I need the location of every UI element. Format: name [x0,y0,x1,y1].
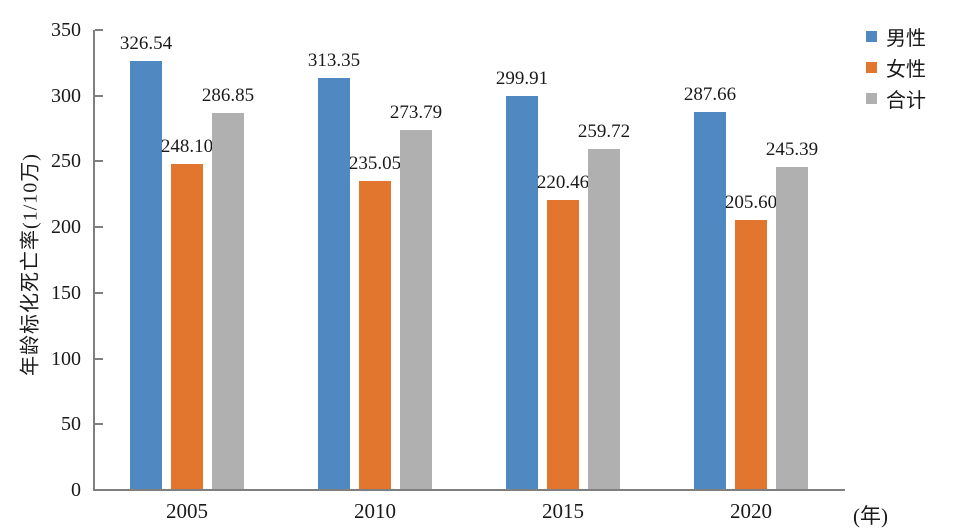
bar-合计-2020 [776,167,808,489]
legend-item-女性: 女性 [866,57,926,81]
x-category-label: 2020 [730,499,772,523]
legend: 男性 女性 合计 [866,26,926,119]
legend-label: 男性 [886,27,926,50]
y-tick-label: 100 [51,347,81,370]
bar-男性-2005 [130,60,162,489]
value-label: 286.85 [201,84,255,106]
y-tick-label: 350 [51,19,81,41]
y-tick-label: 300 [51,84,81,107]
value-label: 299.91 [495,67,549,89]
y-tick-label: 150 [51,281,81,304]
y-tick-mark [95,29,103,31]
bar-女性-2015 [547,200,579,489]
bar-合计-2010 [400,130,432,489]
y-axis-title: 年龄标化死亡率(1/10万) [19,153,42,376]
value-label: 326.54 [119,32,173,54]
legend-item-男性: 男性 [866,26,926,50]
value-label: 220.46 [536,172,590,194]
legend-swatch-icon [866,61,877,73]
y-tick-mark [95,94,103,97]
value-label: 235.05 [348,153,402,175]
legend-swatch-icon [866,92,877,104]
y-axis-line [93,30,95,490]
y-tick-mark [95,160,103,163]
legend-label: 合计 [886,89,926,112]
y-tick-label: 200 [51,216,81,239]
value-label: 245.39 [765,139,819,161]
value-label: 259.72 [577,120,631,142]
y-tick-mark [95,357,103,360]
y-tick-mark [95,423,103,426]
bar-男性-2015 [506,95,538,489]
bar-女性-2020 [735,219,767,489]
bar-男性-2020 [694,111,726,489]
value-label: 287.66 [683,83,737,105]
legend-label: 女性 [886,58,926,81]
value-label: 273.79 [389,102,443,124]
y-tick-label: 50 [61,413,81,436]
value-label: 313.35 [307,50,361,72]
x-category-label: 2005 [166,499,208,523]
y-tick-label: 250 [51,150,81,173]
bar-女性-2005 [171,163,203,489]
x-axis-unit-label: (年) [853,504,888,528]
x-category-label: 2010 [354,499,396,523]
bar-女性-2010 [359,181,391,489]
value-label: 205.60 [724,191,778,213]
legend-swatch-icon [866,30,877,42]
bar-合计-2015 [588,148,620,489]
x-axis-line [93,489,845,491]
y-tick-mark [95,291,103,294]
y-tick-mark [95,226,103,229]
y-tick-label: 0 [71,479,81,501]
bar-合计-2005 [212,112,244,489]
legend-item-合计: 合计 [866,88,926,112]
bar-男性-2010 [318,78,350,489]
x-category-label: 2015 [542,499,584,523]
value-label: 248.10 [160,135,214,157]
